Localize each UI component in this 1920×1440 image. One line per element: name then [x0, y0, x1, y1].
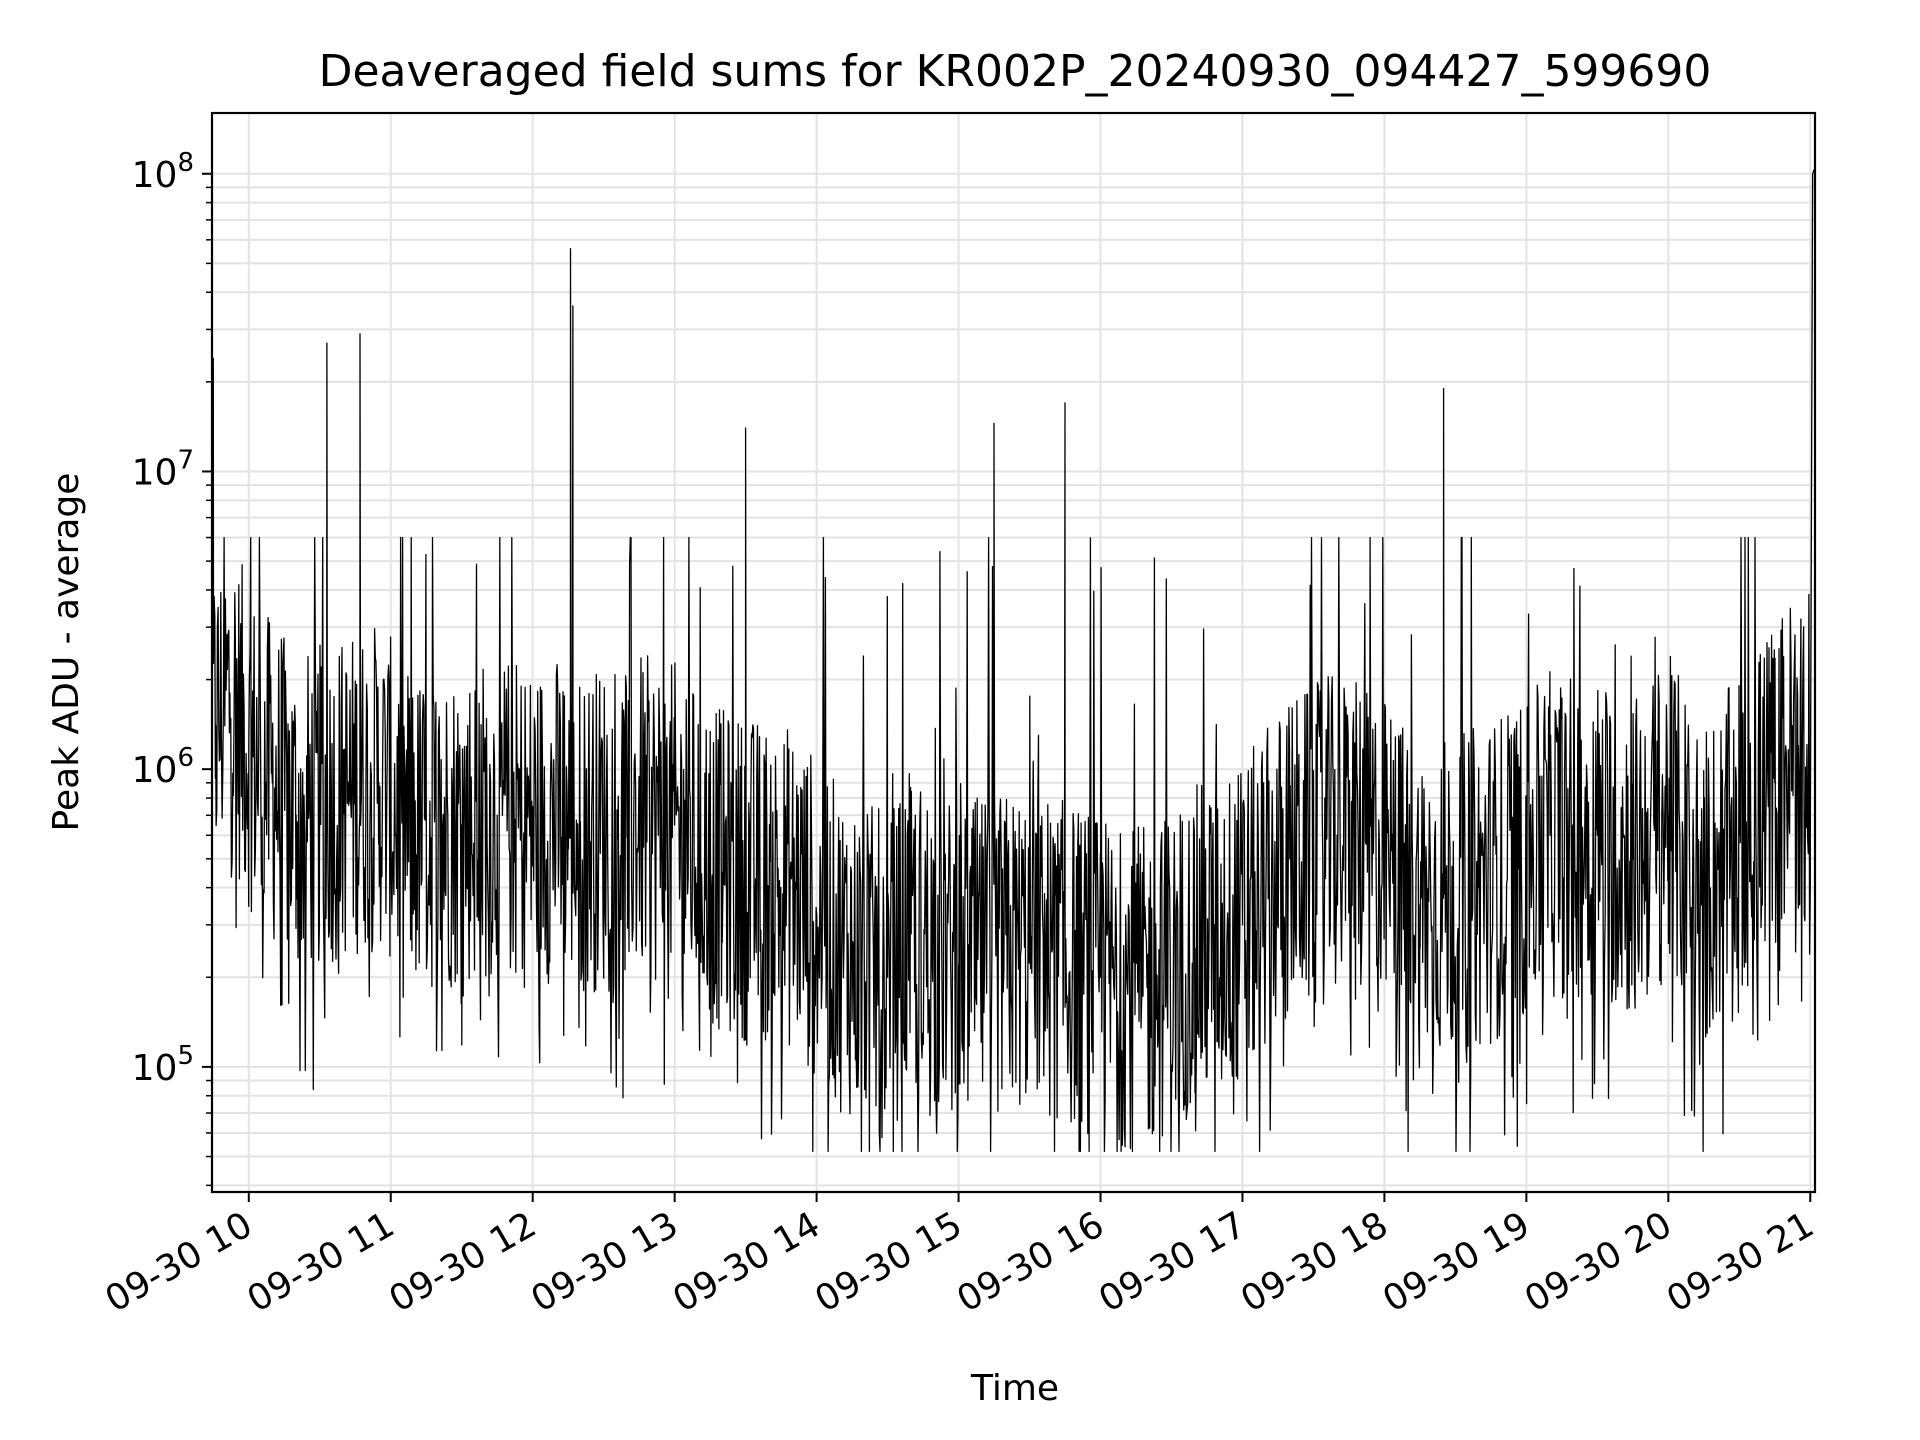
y-axis-label: Peak ADU - average — [46, 473, 87, 832]
plot-area — [211, 167, 1816, 1153]
data-series-line — [211, 167, 1816, 1153]
y-tick-label: 107 — [132, 445, 194, 493]
chart-title: Deaveraged field sums for KR002P_2024093… — [319, 46, 1712, 97]
y-tick-label: 108 — [132, 148, 194, 196]
y-tick-label: 105 — [132, 1041, 194, 1089]
x-axis-label: Time — [970, 1368, 1059, 1409]
y-tick-label: 106 — [132, 743, 194, 791]
axes-frame — [210, 111, 1817, 1194]
